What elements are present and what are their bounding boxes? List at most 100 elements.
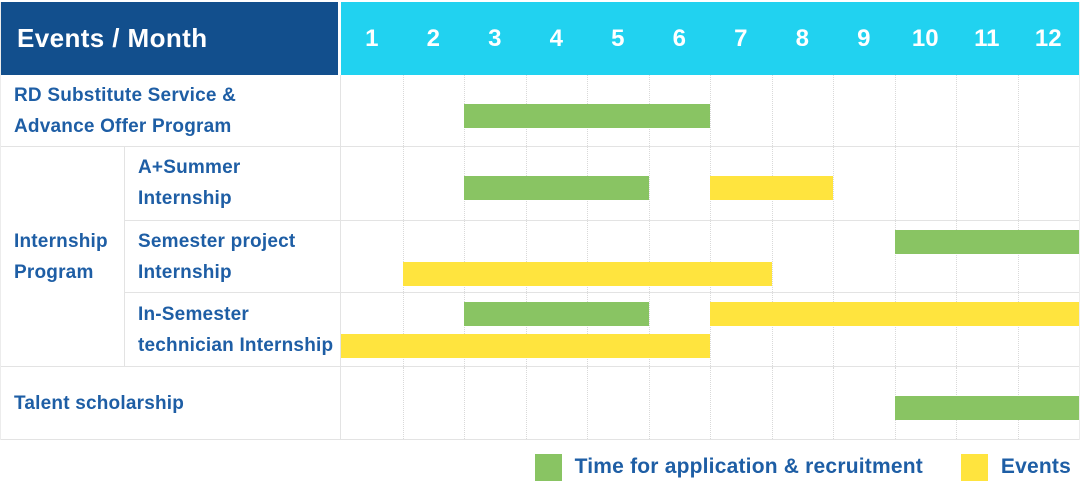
subrow-label-cell: A+Summer Internship <box>125 147 341 220</box>
month-header-cell: 7 <box>734 24 748 52</box>
month-gridline <box>587 367 588 439</box>
yellow-bar <box>402 261 772 286</box>
month-gridline <box>833 220 834 293</box>
month-gridline <box>833 75 834 146</box>
legend: Time for application & recruitment Events <box>0 440 1080 494</box>
month-header-cell: 6 <box>672 24 686 52</box>
gantt-table: Events / Month 1 2 3 4 5 6 7 8 9 10 11 12 RD Substi… <box>0 2 1080 440</box>
month-gridline <box>648 147 650 220</box>
yellow-legend-swatch <box>960 453 988 481</box>
subrow-label-line: Semester project <box>138 230 296 252</box>
month-gridline <box>956 75 957 146</box>
green-bar <box>464 302 649 327</box>
month-header-cell: 2 <box>426 24 440 52</box>
month-header-cell: 5 <box>611 24 625 52</box>
subrow-label-line: Internship <box>138 261 232 283</box>
month-gridline <box>525 220 527 293</box>
yellow-bar <box>710 302 1079 327</box>
subrow-label-line: A+Summer <box>138 157 241 179</box>
month-gridline <box>402 220 404 293</box>
month-gridline <box>771 75 773 146</box>
chart-cell <box>341 367 1079 439</box>
months-header: 1 2 3 4 5 6 7 8 9 10 11 12 <box>341 2 1079 75</box>
subrow-label-line: technician Internship <box>138 334 334 356</box>
chart-cell <box>341 147 1079 220</box>
month-header-cell: 10 <box>911 24 939 52</box>
month-gridline <box>894 220 896 293</box>
chart-cell <box>341 293 1079 367</box>
month-gridline <box>956 220 957 293</box>
month-gridline <box>833 367 834 439</box>
gantt-subrow: Semester project Internship <box>125 220 1079 294</box>
month-gridline <box>710 75 711 146</box>
legend-item: Time for application & recruitment <box>534 453 923 481</box>
subrow-label-line: In-Semester <box>138 303 249 325</box>
row-label-line: RD Substitute Service & <box>14 84 237 106</box>
subrow-label-cell: In-Semester technician Internship <box>125 293 341 367</box>
legend-label: Time for application & recruitment <box>574 455 923 478</box>
month-gridline <box>1017 147 1019 220</box>
month-gridline <box>956 147 957 220</box>
month-gridline <box>833 293 834 367</box>
month-gridline <box>771 293 773 367</box>
month-header-cell: 9 <box>857 24 871 52</box>
month-gridline <box>464 293 465 367</box>
row-label-line: Talent scholarship <box>14 392 185 414</box>
month-gridline <box>648 367 650 439</box>
yellow-bar <box>341 334 710 359</box>
month-header-cell: 11 <box>974 24 1000 52</box>
month-gridline <box>710 367 711 439</box>
group-label-line: Program <box>14 261 94 283</box>
group-label-line: Internship <box>14 230 108 252</box>
month-gridline <box>587 220 588 293</box>
month-gridline <box>710 293 711 367</box>
month-gridline <box>833 147 834 220</box>
gantt-row: RD Substitute Service & Advance Offer Pro… <box>1 75 1079 147</box>
month-gridline <box>525 367 527 439</box>
month-gridline <box>587 293 588 367</box>
header-row: Events / Month 1 2 3 4 5 6 7 8 9 10 11 12 <box>1 2 1079 75</box>
month-gridline <box>648 220 650 293</box>
green-bar <box>894 229 1079 254</box>
green-bar <box>894 396 1079 420</box>
gantt-rows: RD Substitute Service & Advance Offer Pro… <box>1 75 1079 440</box>
subrows: A+Summer Internship Semester project Intern… <box>125 147 1079 367</box>
green-bar <box>464 176 649 200</box>
month-gridline <box>464 367 465 439</box>
month-header-cell: 3 <box>488 24 502 52</box>
month-gridline <box>1017 75 1019 146</box>
month-gridline <box>402 147 404 220</box>
month-header-cell: 8 <box>795 24 809 52</box>
month-gridline <box>771 220 773 293</box>
month-header-cell: 4 <box>549 24 563 52</box>
month-gridline <box>956 293 957 367</box>
month-header-cell: 12 <box>1034 24 1062 52</box>
group-label-cell: Internship Program <box>1 147 125 366</box>
legend-item: Events <box>960 453 1071 481</box>
subrow-label-line: Internship <box>138 188 232 210</box>
chart-cell <box>341 220 1079 293</box>
subrow-label-cell: Semester project Internship <box>125 220 341 293</box>
legend-label: Events <box>1000 455 1071 478</box>
month-gridline <box>894 293 896 367</box>
month-gridline <box>1017 293 1019 367</box>
month-gridline <box>1017 220 1019 293</box>
gantt-subrow: In-Semester technician Internship <box>125 293 1079 367</box>
gantt-subrow: A+Summer Internship <box>125 147 1079 221</box>
month-gridline <box>402 293 404 367</box>
month-gridline <box>402 367 404 439</box>
events-month-header: Events / Month <box>1 2 341 75</box>
row-label-cell: Talent scholarship <box>1 367 341 439</box>
row-label-cell: RD Substitute Service & Advance Offer Pro… <box>1 75 341 146</box>
green-legend-swatch <box>534 453 562 481</box>
row-label-line: Advance Offer Program <box>14 115 232 137</box>
month-gridline <box>771 367 773 439</box>
month-gridline <box>402 75 404 146</box>
month-header-cell: 1 <box>365 24 379 52</box>
month-gridline <box>894 75 896 146</box>
gantt-row: Talent scholarship <box>1 367 1079 440</box>
month-gridline <box>525 293 527 367</box>
green-bar <box>464 104 710 128</box>
chart-cell <box>341 75 1079 146</box>
